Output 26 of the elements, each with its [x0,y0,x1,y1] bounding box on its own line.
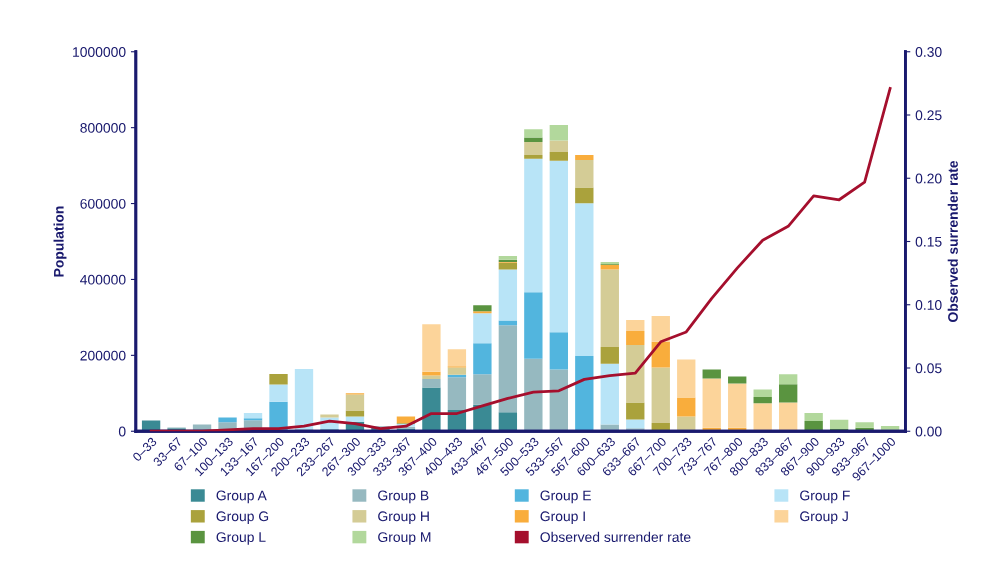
legend-label: Group H [378,511,429,524]
y-tick-label: 400000 [80,274,126,285]
y2-axis-title: Observed surrender rate [947,160,958,322]
legend-label: Group G [216,511,269,524]
y2-tick-label: 0.05 [915,363,942,374]
y2-tick-label: 0.10 [915,300,942,310]
legend-label: Observed surrender rate [540,531,691,542]
y2-tick-label: 0.00 [915,426,942,437]
legend-label: Group A [216,490,267,504]
legend-label: Group J [800,511,848,524]
y2-tick-label: 0.20 [915,173,942,184]
legend-label: Group I [540,511,585,524]
y-tick-label: 600000 [80,198,126,209]
legend-label: Group E [540,490,591,504]
legend-label: Group B [378,490,429,504]
legend-label: Group L [216,532,266,545]
y-tick-label: 200000 [80,350,126,361]
y2-tick-label: 0.30 [915,47,942,57]
legend-label: Group M [378,532,431,545]
y-tick-label: 800000 [80,122,126,133]
legend-label: Group F [800,490,850,504]
y-tick-label: 0 [118,426,126,437]
y-tick-label: 1000000 [73,47,126,57]
y2-tick-label: 0.15 [915,236,942,247]
y2-tick-label: 0.25 [915,110,942,121]
y-axis-title: Population [53,206,67,277]
